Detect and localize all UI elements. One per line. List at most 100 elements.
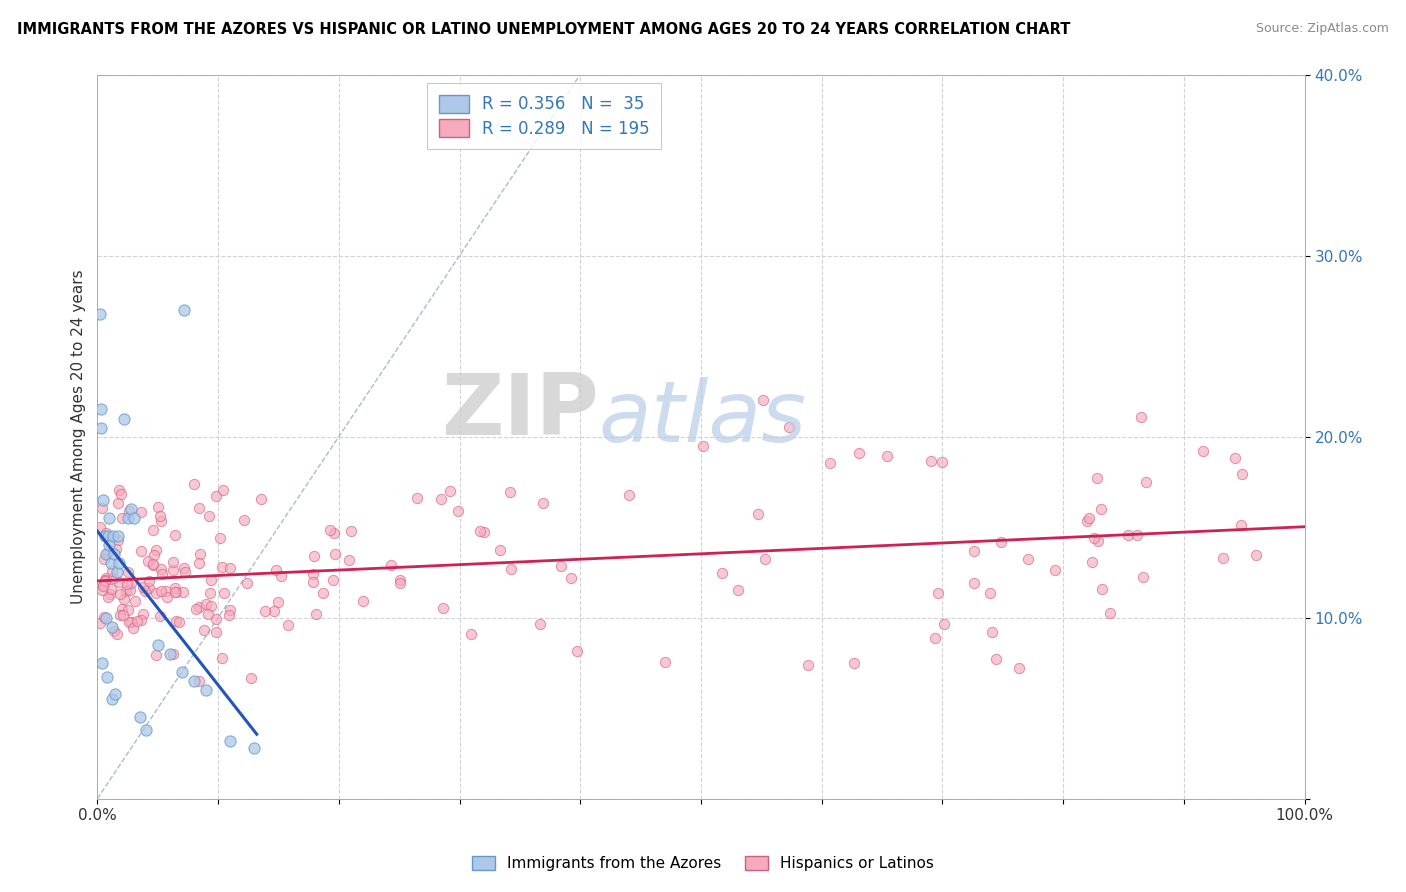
Point xyxy=(162,647,184,661)
Point xyxy=(107,533,129,548)
Point xyxy=(138,574,160,588)
Point xyxy=(145,542,167,557)
Point xyxy=(148,500,170,515)
Point xyxy=(797,658,820,673)
Y-axis label: Unemployment Among Ages 20 to 24 years: Unemployment Among Ages 20 to 24 years xyxy=(72,269,86,604)
Point xyxy=(103,624,125,638)
Point xyxy=(122,511,145,525)
Point xyxy=(747,507,769,521)
Point xyxy=(979,586,1001,600)
Point xyxy=(927,586,949,600)
Point xyxy=(432,601,454,615)
Point xyxy=(107,529,129,543)
Point xyxy=(188,501,211,516)
Point xyxy=(205,624,228,639)
Point xyxy=(105,541,128,556)
Point xyxy=(110,486,132,500)
Point xyxy=(143,548,166,562)
Text: Source: ZipAtlas.com: Source: ZipAtlas.com xyxy=(1256,22,1389,36)
Point xyxy=(195,598,218,612)
Point xyxy=(550,558,572,573)
Point xyxy=(1099,606,1122,620)
Point xyxy=(195,683,218,698)
Point xyxy=(218,607,240,622)
Point xyxy=(117,511,139,525)
Point xyxy=(848,445,870,459)
Point xyxy=(96,590,118,604)
Point xyxy=(96,548,118,562)
Point xyxy=(89,520,111,534)
Point xyxy=(108,483,131,497)
Point xyxy=(267,595,290,609)
Point xyxy=(156,591,179,605)
Point xyxy=(129,544,152,558)
Point xyxy=(380,558,402,573)
Point xyxy=(460,627,482,641)
Point xyxy=(172,585,194,599)
Point xyxy=(1225,451,1247,466)
Point xyxy=(1008,661,1031,675)
Point xyxy=(101,564,124,578)
Point xyxy=(876,450,898,464)
Point xyxy=(205,612,228,626)
Point xyxy=(219,561,242,575)
Point xyxy=(163,581,186,595)
Point xyxy=(1080,555,1102,569)
Point xyxy=(1244,549,1267,563)
Point xyxy=(149,609,172,624)
Point xyxy=(93,529,115,543)
Point xyxy=(205,489,228,503)
Point xyxy=(1043,563,1066,577)
Point xyxy=(219,734,242,748)
Point xyxy=(98,587,121,601)
Point xyxy=(93,493,115,508)
Point xyxy=(96,571,118,585)
Point xyxy=(90,402,112,417)
Point xyxy=(91,500,114,515)
Point xyxy=(134,584,156,599)
Point xyxy=(304,549,326,563)
Point xyxy=(91,656,114,670)
Point xyxy=(529,617,551,632)
Point xyxy=(117,603,139,617)
Text: ZIP: ZIP xyxy=(440,370,599,453)
Point xyxy=(1077,511,1099,525)
Point xyxy=(91,582,114,597)
Point xyxy=(149,509,172,524)
Point xyxy=(93,573,115,587)
Point xyxy=(93,552,115,566)
Point xyxy=(446,503,468,517)
Point xyxy=(173,561,195,575)
Point xyxy=(120,502,142,516)
Point xyxy=(1191,444,1213,458)
Point xyxy=(124,593,146,607)
Point xyxy=(184,602,207,616)
Point xyxy=(277,618,299,632)
Point xyxy=(236,576,259,591)
Point xyxy=(1083,532,1105,546)
Point xyxy=(149,584,172,599)
Point xyxy=(439,484,461,499)
Point xyxy=(128,710,150,724)
Point xyxy=(91,579,114,593)
Point xyxy=(183,477,205,491)
Point xyxy=(118,503,141,517)
Point xyxy=(311,586,333,600)
Point xyxy=(1132,570,1154,584)
Point xyxy=(752,393,775,408)
Point xyxy=(118,583,141,598)
Point xyxy=(135,723,157,737)
Point xyxy=(778,420,800,434)
Point xyxy=(963,544,986,558)
Point xyxy=(1076,514,1098,528)
Point xyxy=(560,571,582,585)
Point xyxy=(112,411,135,425)
Point xyxy=(468,524,491,539)
Point xyxy=(617,488,640,502)
Point xyxy=(110,511,132,525)
Point xyxy=(499,562,522,576)
Point xyxy=(1091,582,1114,597)
Point xyxy=(162,563,184,577)
Point xyxy=(754,552,776,566)
Point xyxy=(142,558,165,572)
